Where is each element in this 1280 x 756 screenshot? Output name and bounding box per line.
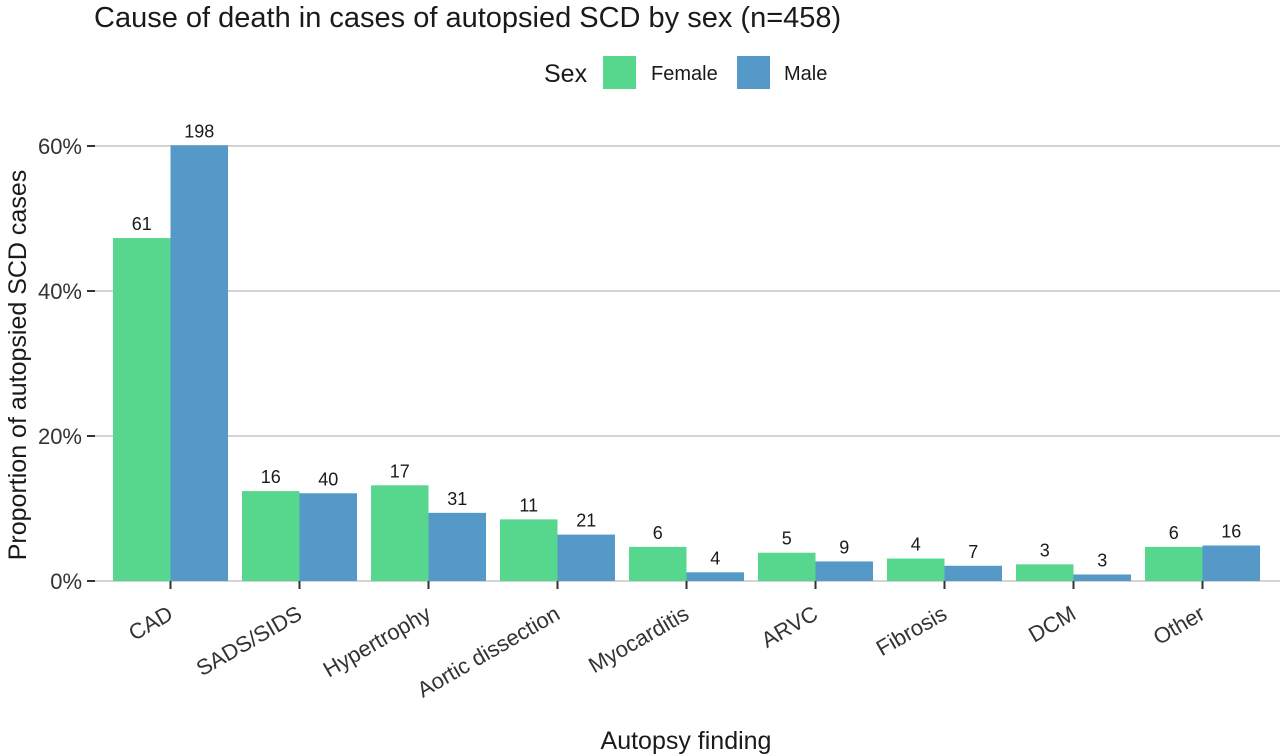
legend-title: Sex [544,60,588,88]
x-tick-label: Myocarditis [584,601,693,678]
bar-male [1202,545,1260,581]
x-tick-label: DCM [1024,601,1080,648]
bar-male [299,493,357,581]
bar-male [428,512,486,581]
y-axis-title: Proportion of autopsied SCD cases [4,170,32,561]
bar-count-label: 9 [839,537,849,557]
legend: Sex Female Male [544,56,827,89]
bar-male [815,561,873,581]
bar-male [1073,574,1131,581]
x-tick-label: Other [1149,601,1209,650]
bar-count-label: 16 [261,467,281,487]
bar-male [686,572,744,581]
x-tick-label: Hypertrophy [319,601,435,683]
bar-count-label: 3 [1097,550,1107,570]
bar-female [1145,546,1203,581]
legend-label-male: Male [784,63,827,85]
bar-count-label: 40 [318,469,338,489]
bar-male [170,145,228,581]
bar-count-label: 6 [1169,523,1179,543]
legend-label-female: Female [651,63,718,85]
bar-count-label: 6 [653,523,663,543]
bar-labels: 61 198 16 40 17 31 11 21 6 4 5 9 4 7 3 3 6 16 [132,121,1242,570]
bar-count-label: 4 [911,535,921,555]
y-tick-label: 0% [50,569,82,594]
bar-count-label: 5 [782,529,792,549]
y-tick-label: 40% [38,279,82,304]
x-tick-label: Fibrosis [872,601,951,661]
bar-count-label: 31 [447,489,467,509]
y-tick-label: 60% [38,134,82,159]
bar-female [242,491,300,581]
x-tick-label: Aortic dissection [413,601,564,703]
bar-count-label: 3 [1040,540,1050,560]
x-tick-label: CAD [124,601,177,646]
bar-count-label: 21 [576,511,596,531]
y-axis: 0% 20% 40% 60% [38,134,95,594]
bar-count-label: 198 [184,121,214,141]
bar-female [887,558,945,581]
bar-female [113,238,171,581]
bar-female [758,552,816,581]
bar-male [557,534,615,581]
bar-count-label: 4 [710,548,720,568]
bar-male [944,565,1002,581]
x-tick-label: SADS/SIDS [192,601,306,681]
chart-title: Cause of death in cases of autopsied SCD… [94,2,842,34]
y-tick-label: 20% [38,424,82,449]
bar-count-label: 16 [1221,521,1241,541]
bar-female [1016,564,1074,581]
bar-count-label: 11 [519,495,538,515]
bars [113,145,1260,581]
x-tick-label: ARVC [757,601,822,653]
bar-count-label: 17 [390,461,410,481]
bar-count-label: 61 [132,214,152,234]
legend-key-male [737,56,770,89]
bar-female [500,519,558,581]
bar-female [371,485,429,581]
x-axis-title: Autopsy finding [601,727,772,755]
legend-key-female [603,56,636,89]
bar-female [629,546,687,581]
bar-count-label: 7 [968,542,978,562]
